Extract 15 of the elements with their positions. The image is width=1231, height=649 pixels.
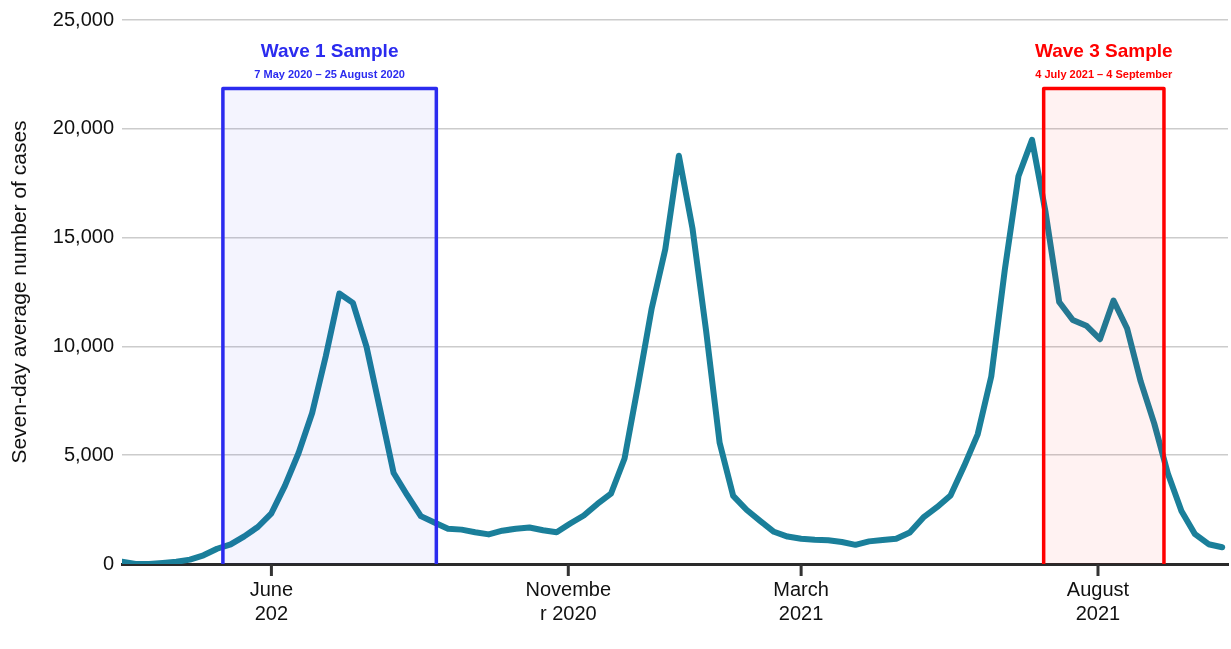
x-tick-label: Novembe r 2020 (525, 577, 612, 624)
y-tick-label: 5,000 (63, 442, 114, 465)
y-axis-title: Seven-day average number of cases (7, 120, 31, 464)
band-label: Wave 1 Sample (260, 39, 399, 61)
annotation: 7 May 2020 – 25 August 2020 (254, 67, 405, 80)
x-tick-label: March 2021 (773, 577, 829, 624)
y-tick-label: 15,000 (52, 225, 114, 248)
y-tick-label: 20,000 (52, 116, 114, 139)
x-tick-label: August 2021 (1066, 577, 1130, 624)
y-tick-label: 0 (102, 551, 114, 574)
band-label: Wave 3 Sample (1035, 39, 1173, 61)
y-tick-label: 25,000 (52, 7, 114, 30)
y-tick-label: 10,000 (52, 333, 114, 356)
x-tick-label: June 202 (249, 577, 294, 624)
annotation: 4 July 2021 – 4 September (1035, 67, 1174, 80)
